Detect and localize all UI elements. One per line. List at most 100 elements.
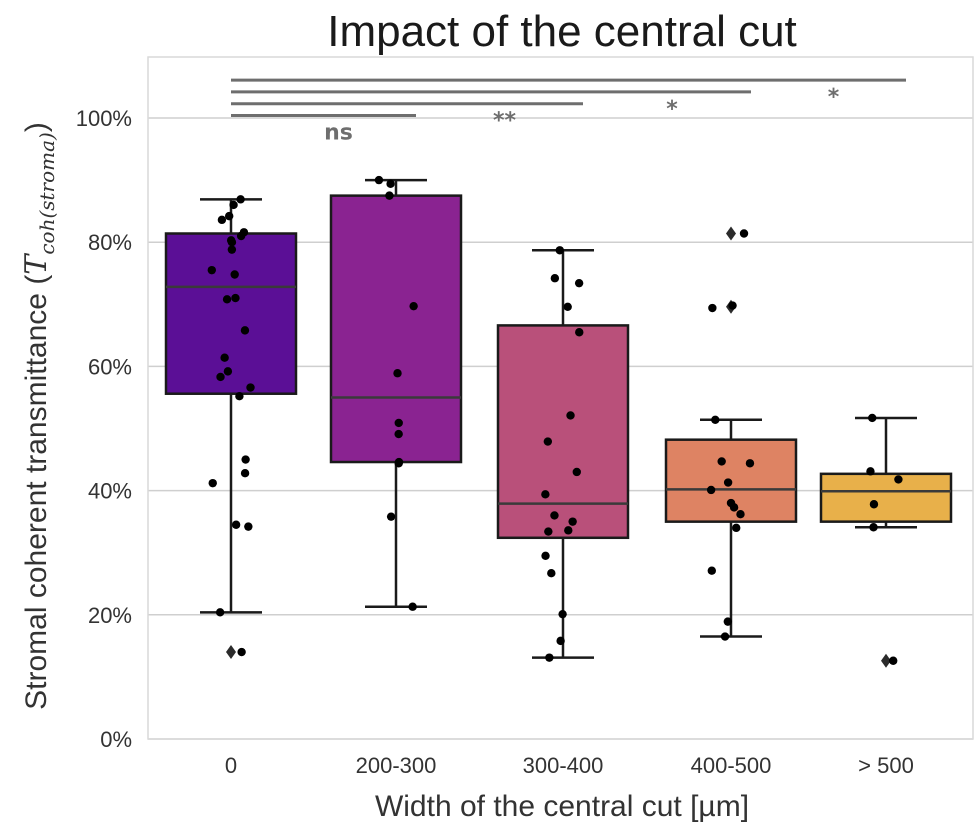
data-point [558,609,567,619]
data-point [563,302,572,311]
y-axis-label-close: ) [20,122,53,132]
y-tick-label: 100% [76,106,132,131]
data-point [208,478,217,488]
data-point [241,455,250,464]
y-tick-label: 60% [88,354,132,379]
y-axis-label-text: Stromal coherent transmittance ( [20,275,53,710]
y-axis-label-math: T [19,253,54,275]
data-point [220,353,229,362]
data-point [717,457,726,466]
significance-label: ** [493,109,517,134]
data-point [374,175,384,185]
data-point [394,418,403,428]
data-point [408,602,417,611]
x-tick-labels: 0 200-300 300-400 400-500 > 500 [225,753,914,778]
data-point [231,520,241,529]
data-point [572,467,581,477]
significance-annotations: ns ** * * [231,78,906,146]
data-point [869,523,878,532]
data-point [729,503,739,512]
data-point [547,568,556,578]
x-tick-label: 0 [225,753,237,778]
data-point [394,429,403,439]
data-point [217,215,227,225]
y-tick-label: 80% [88,230,132,255]
data-point [236,195,245,204]
x-tick-label: 400-500 [691,753,772,778]
data-point [385,191,394,200]
data-point [207,265,216,275]
y-axis-label: Stromal coherent transmittance (Tcoh(str… [19,122,59,710]
data-point [889,656,898,665]
data-point [866,467,875,476]
data-point [240,469,250,478]
data-point [237,647,246,657]
data-point [240,326,250,335]
data-point [236,231,246,241]
data-point [566,411,575,420]
x-tick-label: > 500 [858,753,914,778]
data-point [739,229,749,238]
data-point [393,369,402,378]
y-axis-label-subscript: coh(stroma) [35,132,59,255]
significance-label: * [666,97,678,122]
data-point [575,328,584,337]
data-point [728,301,737,310]
data-point [230,270,239,279]
box-group [164,198,298,660]
data-point [229,200,238,210]
data-point [216,372,225,382]
outlier-marker [881,653,891,668]
x-tick-label: 300-400 [523,753,604,778]
data-point [541,551,550,561]
data-point [732,523,741,533]
data-point [543,437,553,446]
y-tick-label: 20% [88,603,132,628]
box-group [496,249,630,659]
data-point [706,485,716,495]
y-tick-label: 0% [100,727,132,752]
y-tick-label: 40% [88,479,132,504]
data-point [564,526,573,535]
x-tick-label: 200-300 [356,753,437,778]
boxes [164,178,953,668]
data-point [708,303,717,313]
data-point [568,517,577,526]
x-axis-label: Width of the central cut [µm] [375,790,749,823]
data-point [541,490,550,499]
data-point [894,475,903,484]
significance-label: * [828,85,840,110]
data-point [550,274,560,283]
significance-label: ns [324,121,353,146]
data-point [707,566,716,575]
data-point [227,238,237,247]
data-point [215,608,225,617]
data-point [394,459,403,468]
data-point [720,632,730,641]
data-point [227,245,237,254]
box-body [329,194,463,464]
outlier-marker [226,645,236,660]
data-point [869,500,879,509]
data-point [544,527,553,536]
data-point [723,478,733,487]
box-body [819,472,953,523]
data-point [745,459,755,468]
data-point [386,179,395,189]
data-point [545,653,554,662]
data-point [246,383,255,392]
box-group [664,226,798,638]
data-point [224,211,234,221]
outlier-marker [726,226,736,241]
box-group [819,416,953,668]
data-point [736,509,745,519]
data-point [386,512,396,521]
plot-frame [147,56,974,740]
data-point [223,367,233,376]
data-point [222,295,232,304]
data-point [723,617,733,626]
data-point [244,522,253,531]
data-point [550,511,559,520]
data-point [409,301,418,311]
data-point [555,246,564,255]
